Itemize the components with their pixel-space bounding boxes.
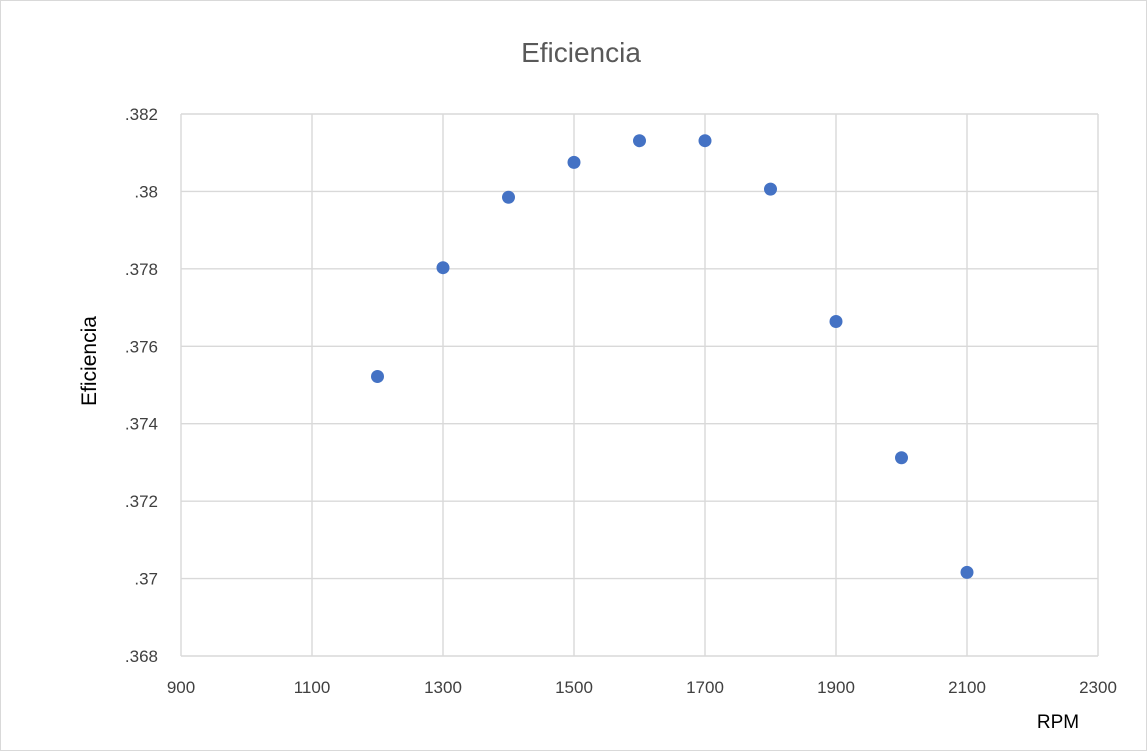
y-tick-label: .382: [125, 105, 158, 124]
y-tick-label: .378: [125, 260, 158, 279]
y-tick-label: .372: [125, 492, 158, 511]
x-tick-label: 1700: [686, 678, 724, 697]
data-point: [960, 565, 974, 579]
x-tick-label: 900: [167, 678, 195, 697]
grid-lines: [180, 113, 1099, 657]
x-tick-label: 1300: [424, 678, 462, 697]
y-tick-label: .376: [125, 337, 158, 356]
data-point: [371, 369, 384, 383]
x-axis-title: RPM: [1037, 712, 1079, 733]
y-axis-title: Eficiencia: [78, 316, 101, 406]
data-point: [895, 451, 908, 465]
x-tick-label: 1100: [294, 678, 331, 697]
data-point: [567, 155, 581, 169]
x-tick-label: 1900: [817, 678, 855, 697]
tick-labels: 900 1100 1300 1500 1700 1900 2100 2300 .368 .37 .3…: [125, 105, 1117, 697]
x-tick-label: 2300: [1079, 678, 1117, 697]
data-point: [698, 134, 712, 148]
chart-title: Eficiencia: [521, 37, 641, 68]
data-point: [502, 190, 515, 204]
data-points: [371, 134, 974, 579]
x-tick-label: 1500: [555, 678, 593, 697]
y-tick-label: .37: [134, 570, 158, 589]
y-tick-label: .374: [125, 415, 158, 434]
y-tick-label: .368: [125, 647, 158, 666]
data-point: [764, 182, 777, 196]
y-tick-label: .38: [134, 182, 158, 201]
data-point: [436, 261, 450, 275]
data-point: [829, 315, 843, 329]
data-point: [633, 134, 646, 148]
x-tick-label: 2100: [948, 678, 986, 697]
